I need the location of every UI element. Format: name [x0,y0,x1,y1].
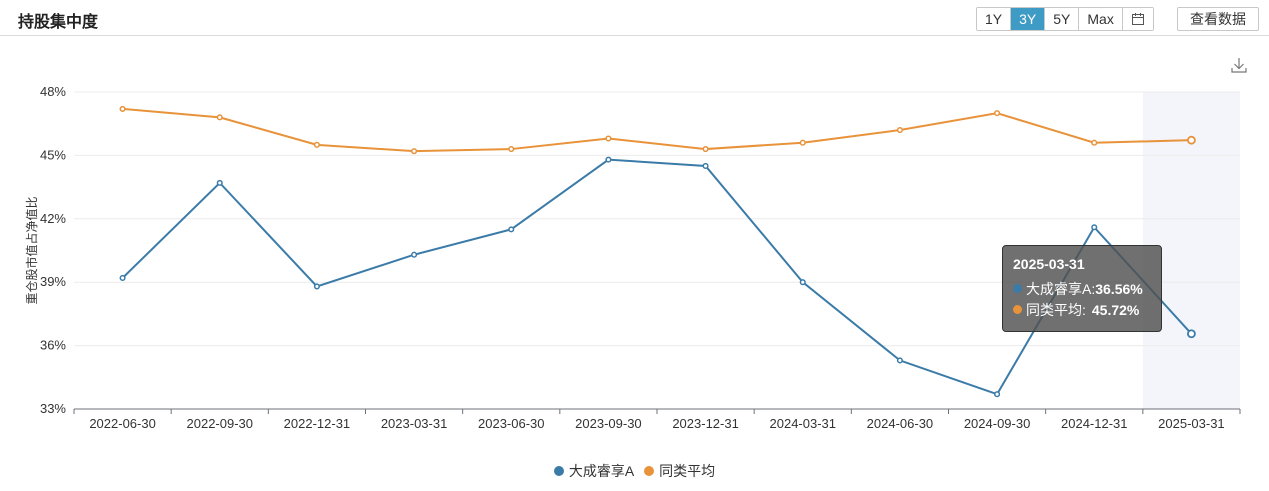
data-point-fund [1091,224,1098,231]
y-axis-label: 重仓股市值占净值比 [24,196,39,304]
data-point-avg [216,114,223,121]
data-point-avg [1187,135,1196,145]
legend-dot-avg [644,466,655,476]
line-chart: 33% 36% 39% 42% 45% 48% 2022-06-30 2022-09-30 20… [24,84,1241,431]
x-tick-label: 2023-09-30 [575,416,642,431]
data-point-avg [1091,139,1098,146]
range-max-button[interactable]: Max [1079,8,1123,30]
y-tick-label: 33% [40,401,66,416]
download-icon[interactable] [1230,56,1248,74]
series-line-fund [121,158,1193,396]
legend-label-avg: 同类平均 [659,463,716,479]
data-point-fund [605,156,612,163]
tooltip-value-avg: 45.72% [1091,301,1140,318]
data-point-fund [799,279,806,286]
data-point-avg [994,110,1001,117]
series-line-avg [122,107,1192,153]
legend-label-fund: 大成睿享A [568,463,635,479]
range-5y-button[interactable]: 5Y [1045,8,1080,30]
y-tick-label: 45% [40,147,66,162]
tooltip-value-fund: 36.56% [1095,280,1143,297]
data-point-avg [411,148,418,155]
y-tick-label: 39% [40,274,66,289]
chart-tooltip: 2025-03-31 大成睿享A: 36.56% 同类平均: 45.72% [1002,245,1162,332]
data-point-fund [896,357,903,364]
data-point-fund [508,226,515,233]
x-tick-label: 2022-06-30 [89,416,156,431]
tooltip-row-fund: 大成睿享A: 36.56% [1013,278,1151,299]
data-point-fund [702,162,709,170]
x-tick-label: 2022-12-31 [284,416,351,431]
tooltip-date: 2025-03-31 [1013,256,1085,272]
data-point-fund [411,251,418,258]
x-tick-label: 2024-12-31 [1061,416,1128,431]
data-point-fund [313,283,320,290]
x-tick-label: 2025-03-31 [1158,416,1225,431]
y-tick-label: 48% [40,84,66,99]
x-tick-label: 2023-03-31 [381,416,448,431]
tooltip-dot-avg [1013,305,1022,314]
x-tick-label: 2023-12-31 [672,416,739,431]
data-point-avg [119,105,126,112]
data-point-avg [313,141,320,148]
range-selector: 1Y 3Y 5Y Max [976,7,1154,31]
legend-item-fund[interactable]: 大成睿享A [553,461,635,481]
x-tick-label: 2024-06-30 [867,416,934,431]
calendar-icon[interactable] [1122,8,1153,30]
legend-dot-fund [553,466,564,476]
y-tick-label: 36% [40,338,66,353]
range-3y-button[interactable]: 3Y [1011,8,1046,30]
x-tick-label: 2022-09-30 [187,416,254,431]
tooltip-dot-fund [1013,284,1022,293]
data-point-avg [799,139,806,146]
data-point-fund [216,179,223,186]
legend-item-avg[interactable]: 同类平均 [644,461,715,481]
view-data-button[interactable]: 查看数据 [1177,7,1259,31]
x-tick-label: 2024-03-31 [770,416,837,431]
data-point-avg [508,146,515,153]
data-point-avg [896,126,903,134]
y-tick-label: 42% [40,211,66,226]
x-tick-label: 2023-06-30 [478,416,545,431]
data-point-avg [605,135,612,142]
data-point-fund [119,274,126,282]
tooltip-label-avg: 同类平均: [1026,301,1086,318]
range-1y-button[interactable]: 1Y [977,8,1012,30]
tooltip-row-avg: 同类平均: 45.72% [1013,299,1151,320]
tooltip-label-fund: 大成睿享A: [1026,280,1096,297]
x-tick-label: 2024-09-30 [964,416,1031,431]
chart-header: 持股集中度 1Y 3Y 5Y Max 查看数据 [0,0,1269,36]
chart-legend: 大成睿享A 同类平均 [0,461,1269,481]
data-point-avg [702,146,709,153]
data-point-fund [994,391,1001,398]
page-title: 持股集中度 [18,14,99,31]
data-point-fund [1187,329,1196,339]
